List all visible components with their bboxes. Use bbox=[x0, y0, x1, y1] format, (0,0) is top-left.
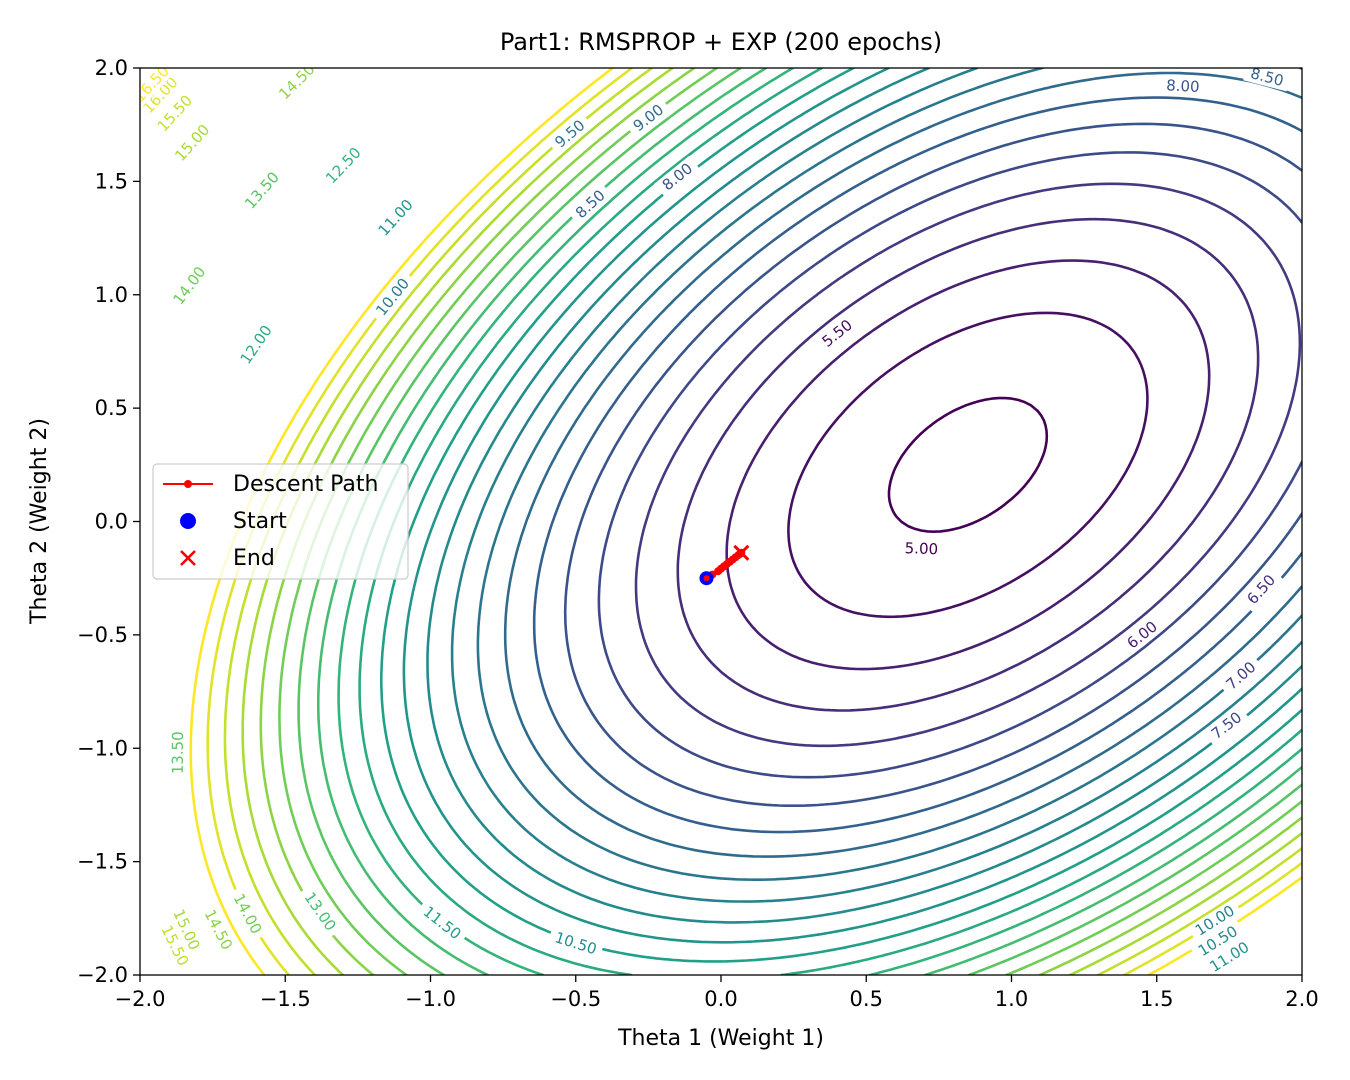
legend-end-swatch bbox=[180, 550, 196, 566]
x-tick-label: 1.0 bbox=[995, 987, 1028, 1011]
contour-label: 8.00 bbox=[1160, 75, 1206, 97]
x-tick-label: 1.5 bbox=[1140, 987, 1173, 1011]
legend-dot-swatch bbox=[184, 480, 192, 488]
contour-label-text: 5.00 bbox=[904, 539, 938, 558]
contour-level-6 bbox=[725, 259, 1211, 671]
y-axis-label: Theta 2 (Weight 2) bbox=[27, 418, 52, 625]
contour-lines bbox=[189, 68, 1302, 975]
y-tick-label: 1.5 bbox=[95, 169, 128, 193]
legend-label-end: End bbox=[233, 546, 275, 571]
legend-label-descent-path: Descent Path bbox=[233, 472, 378, 497]
contour-label: 5.00 bbox=[898, 538, 945, 559]
legend-label-start: Start bbox=[233, 509, 287, 534]
contour-label-text: 8.00 bbox=[1166, 76, 1200, 96]
x-tick-label: −2.0 bbox=[115, 987, 166, 1011]
x-axis-label: Theta 1 (Weight 1) bbox=[617, 1026, 824, 1051]
x-tick-label: −1.5 bbox=[260, 987, 311, 1011]
contour-level-11 bbox=[402, 68, 1302, 944]
legend: Descent Path Start End bbox=[152, 463, 409, 580]
contour-level-9-5 bbox=[476, 68, 1302, 881]
contour-level-8 bbox=[563, 122, 1302, 807]
contour-level-9 bbox=[503, 71, 1302, 858]
y-tick-label: 0.0 bbox=[95, 510, 128, 534]
contour-level-7-5 bbox=[597, 151, 1302, 779]
legend-box bbox=[152, 463, 409, 580]
contour-level-5-5 bbox=[787, 311, 1149, 619]
descent-path-point bbox=[703, 575, 710, 582]
contour-level-12 bbox=[358, 68, 1302, 975]
legend-start-swatch bbox=[180, 513, 196, 529]
y-tick-label: 2.0 bbox=[95, 56, 128, 80]
y-tick-label: −1.5 bbox=[77, 850, 128, 874]
contour-level-7 bbox=[634, 182, 1302, 748]
contour-level-6-5 bbox=[676, 217, 1260, 712]
contour-label: 13.50 bbox=[168, 725, 187, 780]
series-layer bbox=[699, 544, 750, 586]
x-axis-ticks: −2.0 −1.5 −1.0 −0.5 0.0 0.5 1.0 1.5 2.0 bbox=[115, 975, 1319, 1011]
x-tick-label: 2.0 bbox=[1285, 987, 1318, 1011]
contour-level-10 bbox=[450, 68, 1302, 903]
x-tick-label: −1.0 bbox=[405, 987, 456, 1011]
x-tick-label: 0.5 bbox=[850, 987, 883, 1011]
contour-level-5 bbox=[887, 396, 1049, 533]
y-tick-label: −1.0 bbox=[77, 736, 128, 760]
y-tick-label: 1.0 bbox=[95, 283, 128, 307]
y-tick-label: −2.0 bbox=[77, 963, 128, 987]
y-tick-label: 0.5 bbox=[95, 396, 128, 420]
y-axis-ticks: −2.0 −1.5 −1.0 −0.5 0.0 0.5 1.0 1.5 2.0 bbox=[77, 56, 140, 987]
end-marker bbox=[733, 544, 750, 561]
contour-label-text: 13.50 bbox=[169, 731, 187, 774]
x-tick-label: 0.0 bbox=[704, 987, 737, 1011]
y-tick-label: −0.5 bbox=[77, 623, 128, 647]
contour-level-8-5 bbox=[532, 96, 1302, 834]
chart-title: Part1: RMSPROP + EXP (200 epochs) bbox=[500, 28, 942, 56]
x-tick-label: −0.5 bbox=[550, 987, 601, 1011]
